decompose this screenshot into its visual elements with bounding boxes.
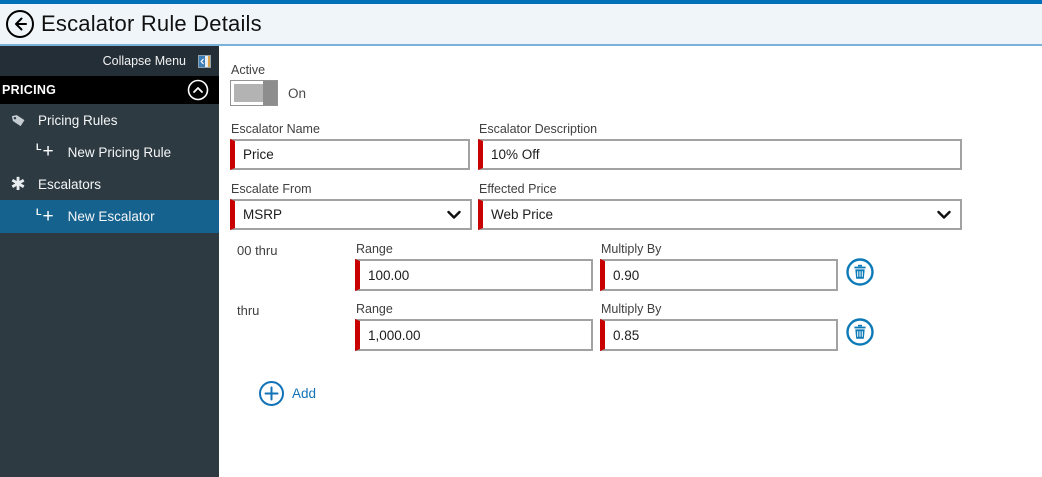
- add-sub-item-icon: L +: [36, 141, 54, 162]
- effected-price-label: Effected Price: [479, 182, 557, 196]
- effected-price-value: Web Price: [491, 207, 554, 222]
- collapse-menu-icon: [198, 54, 211, 68]
- sidebar-section-pricing[interactable]: PRICING: [0, 76, 219, 104]
- multiply-by-input[interactable]: [600, 259, 838, 291]
- trash-icon: [846, 258, 874, 286]
- range-input[interactable]: [355, 319, 593, 351]
- add-button-label: Add: [292, 386, 317, 401]
- multiply-by-label: Multiply By: [601, 302, 662, 316]
- escalate-from-label: Escalate From: [231, 182, 312, 196]
- toggle-state-text: On: [288, 86, 307, 101]
- sidebar-item-pricing-rules[interactable]: Pricing Rules: [0, 104, 219, 136]
- trash-icon: [846, 318, 874, 346]
- sidebar-item-new-pricing-rule[interactable]: L + New Pricing Rule: [0, 136, 219, 168]
- add-circle-icon: [259, 381, 284, 406]
- chevron-down-icon: [937, 210, 951, 219]
- multiply-by-label: Multiply By: [601, 242, 662, 256]
- chevron-up-circle-icon[interactable]: [187, 79, 209, 101]
- page-header: Escalator Rule Details: [0, 4, 1042, 46]
- escalate-from-select[interactable]: MSRP: [230, 199, 472, 230]
- tier-prefix: 00 thru: [237, 243, 278, 258]
- sidebar-item-escalators[interactable]: ✱ Escalators: [0, 168, 219, 200]
- sidebar-item-label: Pricing Rules: [38, 112, 118, 128]
- escalator-name-label: Escalator Name: [231, 122, 320, 136]
- add-tier-button[interactable]: Add: [258, 380, 316, 407]
- top-accent-bar: [0, 0, 1042, 4]
- collapse-menu-label: Collapse Menu: [102, 54, 186, 68]
- range-label: Range: [356, 302, 393, 316]
- asterisk-icon: ✱: [10, 174, 26, 194]
- escalator-description-input[interactable]: [478, 139, 962, 170]
- sidebar-section-label: PRICING: [2, 83, 57, 97]
- sidebar: Collapse Menu PRICING: [0, 46, 219, 477]
- multiply-by-input[interactable]: [600, 319, 838, 351]
- back-button[interactable]: [5, 9, 35, 39]
- range-input[interactable]: [355, 259, 593, 291]
- sidebar-item-label: New Escalator: [67, 209, 155, 224]
- sidebar-item-label: New Pricing Rule: [67, 144, 172, 160]
- escalator-name-input[interactable]: [230, 139, 470, 170]
- toggle-knob[interactable]: [263, 81, 277, 105]
- delete-tier-button[interactable]: [845, 257, 875, 287]
- collapse-menu-button[interactable]: Collapse Menu: [0, 46, 219, 76]
- tier-prefix: thru: [237, 303, 260, 318]
- escalate-from-value: MSRP: [243, 207, 283, 222]
- chevron-down-icon: [447, 210, 461, 219]
- range-label: Range: [356, 242, 393, 256]
- price-tag-icon: [8, 112, 28, 129]
- sidebar-item-new-escalator[interactable]: L + New Escalator: [0, 200, 219, 233]
- active-toggle[interactable]: [230, 80, 278, 106]
- escalator-description-label: Escalator Description: [479, 122, 598, 136]
- sidebar-item-label: Escalators: [38, 176, 102, 192]
- form-panel: Active On Escalator Name Escalator Descr…: [219, 46, 1042, 477]
- add-sub-item-icon: L +: [36, 205, 54, 227]
- delete-tier-button[interactable]: [845, 317, 875, 347]
- active-label: Active: [231, 63, 266, 77]
- effected-price-select[interactable]: Web Price: [478, 199, 962, 230]
- page-title: Escalator Rule Details: [41, 11, 262, 36]
